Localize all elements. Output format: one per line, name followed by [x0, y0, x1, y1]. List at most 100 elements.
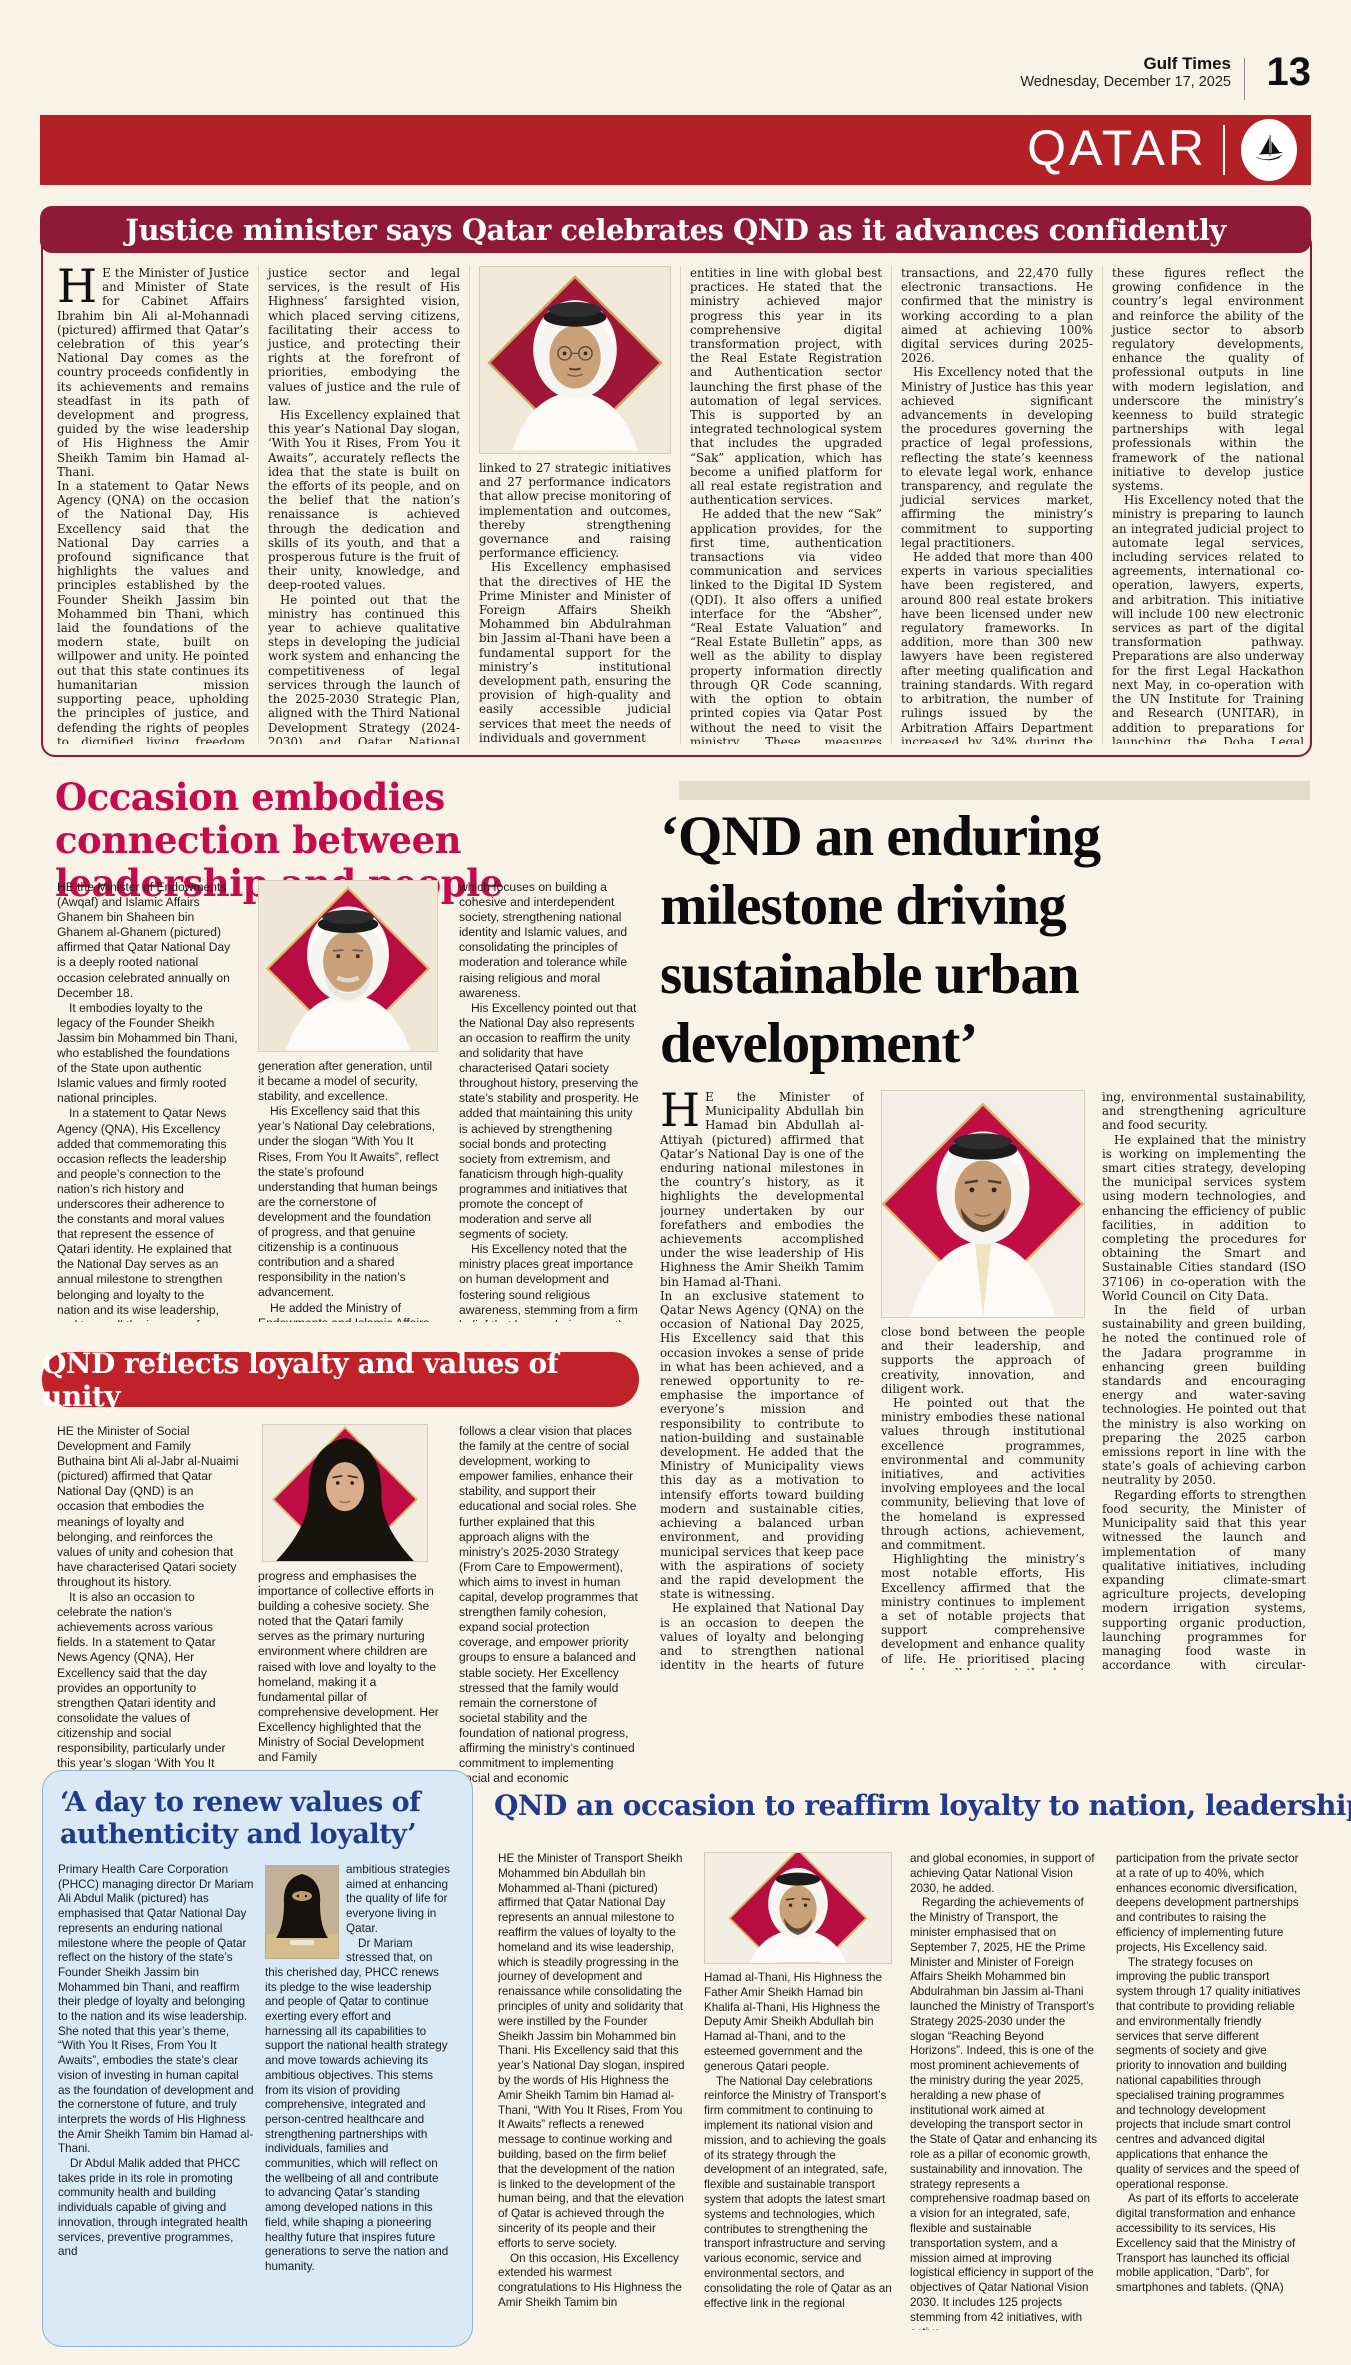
paragraph: He explained that National Day is an occ…: [660, 1601, 864, 1670]
social-article-body: HE the Minister of Social Development an…: [57, 1424, 641, 1784]
justice-headline-banner: Justice minister says Qatar celebrates Q…: [40, 206, 1311, 253]
social-column-1: HE the Minister of Social Development an…: [57, 1424, 239, 1784]
page-number-divider: [1243, 58, 1245, 100]
municipality-minister-photo: [881, 1090, 1085, 1318]
paragraph: HE the Minister of Social Development an…: [57, 1424, 239, 1589]
paragraph: Dr Mariam stressed that, on this cherish…: [265, 1936, 449, 2273]
justice-column-3: linked to 27 strategic initiatives and 2…: [469, 266, 671, 744]
phcc-column-1: Primary Health Care Corporation (PHCC) m…: [58, 1863, 254, 2315]
awqaf-column-2: generation after generation, until it be…: [258, 880, 440, 1322]
paragraph: Highlighting the ministry’s most notable…: [881, 1552, 1085, 1670]
municipality-column-2: close bond between the people and their …: [881, 1090, 1085, 1670]
justice-column-4: entities in line with global best practi…: [680, 266, 882, 744]
paragraph: follows a clear vision that places the f…: [459, 1424, 638, 1784]
phcc-article-box: ‘A day to renew values of authenticity a…: [42, 1770, 473, 2347]
paragraph: He pointed out that the ministry embodie…: [881, 1396, 1085, 1553]
paragraph: Regarding the achievements of the Minist…: [910, 1896, 1098, 2330]
phcc-column-2: ambitious strategies aimed at enhancing …: [265, 1863, 451, 2315]
social-column-3: follows a clear vision that places the f…: [459, 1424, 641, 1784]
paragraph: In a statement to Qatar News Agency (QNA…: [57, 1106, 232, 1322]
paragraph: His Excellency noted that the ministry p…: [459, 1242, 638, 1322]
paragraph: In a statement to Qatar News Agency (QNA…: [57, 479, 249, 744]
dhow-boat-svg: [1255, 135, 1283, 161]
page-number: 13: [1266, 50, 1312, 94]
paragraph: Regarding efforts to strengthen food sec…: [1102, 1487, 1306, 1670]
paragraph: On this occasion, His Excellency extende…: [498, 2251, 682, 2309]
paragraph: In an exclusive statement to Qatar News …: [660, 1288, 864, 1602]
justice-minister-photo: [479, 266, 671, 454]
masthead-title: Gulf Times: [1143, 54, 1231, 73]
transport-article-body: HE the Minister of Transport Sheikh Moha…: [498, 1852, 1304, 2330]
paragraph: His Excellency said that this year’s Nat…: [258, 1104, 439, 1300]
justice-column-5: transactions, and 22,470 fully electroni…: [891, 266, 1093, 744]
paragraph: He added that more than 400 experts in v…: [901, 550, 1093, 744]
paragraph: He explained that the ministry is workin…: [1102, 1132, 1306, 1303]
transport-headline: QND an occasion to reaffirm loyalty to n…: [494, 1789, 1351, 1822]
banner-divider: [1223, 125, 1225, 175]
transport-minister-photo: [704, 1852, 892, 1964]
paragraph: Dr Abdul Malik added that PHCC takes pri…: [58, 2157, 248, 2259]
awqaf-column-3: which focuses on building a cohesive and…: [459, 880, 641, 1322]
social-minister-photo: [262, 1424, 428, 1562]
awqaf-article-body: HE the Minister of Endowments (Awqaf) an…: [57, 880, 641, 1322]
paragraph: As part of its efforts to accelerate dig…: [1116, 2192, 1299, 2295]
paragraph: progress and emphasises the importance o…: [258, 1569, 439, 1765]
paragraph: HE the Minister of Transport Sheikh Moha…: [498, 1852, 685, 2250]
paragraph: transactions, and 22,470 fully electroni…: [901, 266, 1093, 366]
social-headline-banner: QND reflects loyalty and values of unity: [42, 1347, 639, 1413]
paragraph: generation after generation, until it be…: [258, 1059, 433, 1104]
transport-column-3: and global economies, in support of achi…: [910, 1852, 1098, 2330]
social-column-2: progress and emphasises the importance o…: [258, 1424, 440, 1784]
paragraph: HE the Minister of Endowments (Awqaf) an…: [57, 880, 231, 1000]
paragraph: He pointed out that the ministry has con…: [268, 592, 460, 744]
transport-column-2: Hamad al-Thani, His Highness the Father …: [704, 1852, 892, 2330]
issue-date: Wednesday, December 17, 2025: [1020, 73, 1231, 90]
social-headline: QND reflects loyalty and values of unity: [42, 1346, 559, 1413]
phcc-headline: ‘A day to renew values of authenticity a…: [60, 1787, 421, 1850]
justice-headline: Justice minister says Qatar celebrates Q…: [125, 212, 1226, 247]
paragraph: His Excellency emphasised that the direc…: [479, 560, 671, 744]
transport-column-4: participation from the private sector at…: [1116, 1852, 1304, 2330]
justice-column-6: these figures reflect the growing confid…: [1102, 266, 1304, 744]
drop-cap: H: [57, 266, 98, 313]
justice-column-2: justice sector and legal services, is th…: [258, 266, 460, 744]
paragraph: justice sector and legal services, is th…: [268, 266, 460, 408]
municipality-column-3: ing, environmental sustainability, and s…: [1102, 1090, 1306, 1670]
paragraph: His Excellency noted that the ministry i…: [1112, 493, 1304, 744]
awqaf-minister-photo: [258, 880, 438, 1052]
paragraph: In the field of urban sustainability and…: [1102, 1303, 1306, 1488]
paragraph: The National Day celebrations reinforce …: [704, 2074, 892, 2310]
paragraph: He added that the new “Sak” application …: [690, 507, 882, 744]
municipality-kicker-bar: [679, 781, 1310, 800]
paragraph: ing, environmental sustainability, and s…: [1102, 1090, 1306, 1133]
drop-cap: H: [660, 1090, 701, 1137]
municipality-headline: ‘QND an enduring milestone driving susta…: [660, 805, 1101, 1075]
paragraph: His Excellency pointed out that the Nati…: [459, 1000, 639, 1242]
awqaf-column-1: HE the Minister of Endowments (Awqaf) an…: [57, 880, 239, 1322]
section-banner: QATAR: [40, 115, 1311, 185]
paragraph: The strategy focuses on improving the pu…: [1116, 1955, 1301, 2191]
paragraph: these figures reflect the growing confid…: [1112, 266, 1304, 494]
paragraph: close bond between the people and their …: [881, 1325, 1085, 1396]
phcc-article-body: Primary Health Care Corporation (PHCC) m…: [58, 1863, 460, 2315]
paragraph: His Excellency noted that the Ministry o…: [901, 365, 1093, 550]
paragraph: It embodies loyalty to the legacy of the…: [57, 1000, 238, 1106]
paragraph: Primary Health Care Corporation (PHCC) m…: [58, 1863, 254, 2156]
paragraph: His Excellency explained that this year’…: [268, 408, 460, 593]
paragraph: which focuses on building a cohesive and…: [459, 880, 628, 1000]
paragraph: linked to 27 strategic initiatives and 2…: [479, 461, 671, 561]
transport-column-1: HE the Minister of Transport Sheikh Moha…: [498, 1852, 686, 2330]
section-title: QATAR: [1027, 120, 1207, 176]
dhow-boat-icon: [1241, 119, 1297, 181]
paragraph: Hamad al-Thani, His Highness the Father …: [704, 1971, 882, 2073]
paragraph: He added the Ministry of Endowments and …: [258, 1300, 429, 1323]
phcc-director-photo: [265, 1865, 339, 1959]
paragraph: participation from the private sector at…: [1116, 1852, 1299, 1954]
paragraph: and global economies, in support of achi…: [910, 1852, 1095, 1895]
masthead-block: Gulf Times Wednesday, December 17, 2025: [1020, 54, 1231, 90]
paragraph: ambitious strategies aimed at enhancing …: [346, 1863, 450, 1935]
